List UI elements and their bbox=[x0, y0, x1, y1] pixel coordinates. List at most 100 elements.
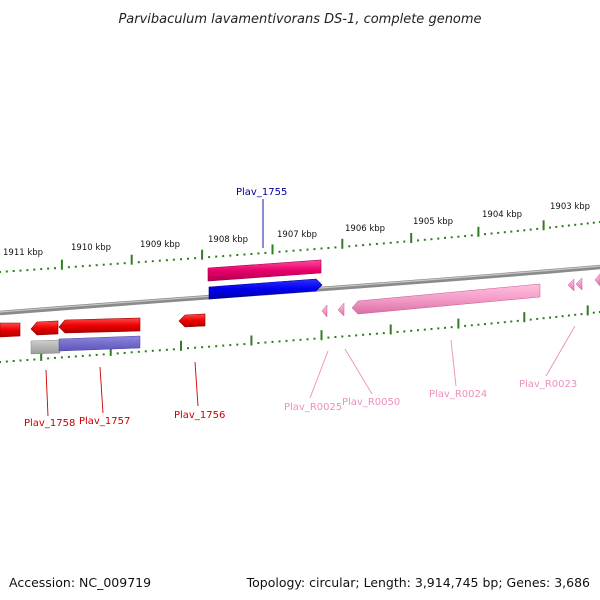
gene-red-partial[interactable] bbox=[0, 322, 21, 338]
gene-pink-edge[interactable] bbox=[594, 273, 600, 287]
label-plav-1758[interactable]: Plav_1758 bbox=[24, 418, 75, 429]
major-tick bbox=[457, 318, 460, 329]
major-tick bbox=[410, 233, 413, 243]
minor-tick bbox=[510, 320, 513, 323]
scale-label-1903: 1903 kbp bbox=[550, 202, 590, 212]
major-tick bbox=[523, 312, 526, 323]
scale-labels: 1911 kbp 1910 kbp 1909 kbp 1908 kbp 1907… bbox=[3, 202, 590, 258]
minor-tick bbox=[123, 351, 126, 354]
minor-tick bbox=[382, 242, 385, 245]
gene-plav-1758[interactable] bbox=[30, 320, 59, 336]
minor-tick bbox=[67, 266, 70, 269]
scale-label-1909: 1909 kbp bbox=[140, 240, 180, 250]
gene-plav-r0023-a[interactable] bbox=[567, 278, 575, 292]
major-tick bbox=[320, 330, 323, 341]
minor-tick bbox=[299, 249, 302, 252]
minor-tick bbox=[88, 354, 91, 357]
minor-tick bbox=[172, 258, 175, 261]
label-plav-1756[interactable]: Plav_1756 bbox=[174, 410, 225, 421]
map-title: Parvibaculum lavamentivorans DS-1, compl… bbox=[118, 12, 481, 27]
minor-tick bbox=[484, 323, 486, 326]
minor-tick bbox=[417, 239, 419, 242]
minor-tick bbox=[19, 359, 22, 362]
minor-tick bbox=[470, 324, 473, 327]
minor-tick bbox=[236, 343, 239, 346]
minor-tick bbox=[95, 353, 98, 356]
label-plav-r0023[interactable]: Plav_R0023 bbox=[519, 379, 577, 390]
label-plav-r0025[interactable]: Plav_R0025 bbox=[284, 402, 342, 413]
minor-tick bbox=[450, 326, 453, 329]
minor-tick bbox=[285, 250, 288, 253]
minor-tick bbox=[229, 254, 232, 257]
minor-tick bbox=[503, 321, 506, 324]
minor-tick bbox=[362, 333, 365, 336]
minor-tick bbox=[158, 349, 161, 352]
minor-tick bbox=[137, 261, 140, 264]
scale-label-1910: 1910 kbp bbox=[71, 243, 111, 253]
label-plav-r0024[interactable]: Plav_R0024 bbox=[429, 389, 487, 400]
minor-tick bbox=[320, 247, 323, 250]
minor-tick bbox=[592, 311, 595, 314]
minor-tick bbox=[12, 360, 15, 362]
minor-tick bbox=[348, 334, 351, 337]
minor-tick bbox=[180, 258, 182, 261]
minor-tick bbox=[369, 243, 371, 246]
outer-scale-ticks bbox=[0, 220, 600, 273]
minor-tick bbox=[464, 324, 467, 327]
minor-tick bbox=[306, 338, 309, 341]
gene-grey-feature[interactable] bbox=[30, 339, 61, 355]
scale-label-1906: 1906 kbp bbox=[345, 224, 385, 234]
gene-plav-r0024[interactable] bbox=[351, 283, 541, 315]
label-plav-r0050[interactable]: Plav_R0050 bbox=[342, 397, 400, 408]
label-plav-1757[interactable]: Plav_1757 bbox=[79, 416, 130, 427]
gene-plav-1756[interactable] bbox=[178, 313, 206, 328]
major-tick bbox=[477, 226, 480, 237]
minor-tick bbox=[12, 270, 15, 272]
minor-tick bbox=[81, 354, 84, 357]
minor-tick bbox=[40, 268, 43, 271]
minor-tick bbox=[208, 345, 211, 348]
minor-tick bbox=[109, 263, 112, 266]
label-plav-1755[interactable]: Plav_1755 bbox=[236, 187, 287, 198]
gene-plav-1755-magenta[interactable] bbox=[207, 259, 322, 282]
minor-tick bbox=[334, 246, 337, 249]
minor-tick bbox=[561, 225, 564, 228]
inner-scale-ticks bbox=[0, 305, 600, 363]
major-tick bbox=[40, 350, 43, 361]
minor-tick bbox=[327, 247, 330, 249]
minor-tick bbox=[215, 345, 218, 348]
gene-plav-r0050[interactable] bbox=[337, 302, 345, 317]
minor-tick bbox=[26, 359, 29, 361]
minor-tick bbox=[516, 319, 519, 322]
minor-tick bbox=[54, 267, 56, 270]
minor-tick bbox=[348, 245, 351, 248]
minor-tick bbox=[257, 252, 260, 255]
genome-summary: Topology: circular; Length: 3,914,745 bp… bbox=[246, 575, 590, 590]
minor-tick bbox=[278, 340, 281, 343]
leader-plav-1758 bbox=[45, 369, 49, 417]
minor-tick bbox=[285, 339, 288, 342]
minor-tick bbox=[396, 241, 399, 244]
leader-plav-r0024 bbox=[450, 339, 457, 387]
gene-plav-r0023-b[interactable] bbox=[575, 277, 583, 291]
gene-plav-1755[interactable] bbox=[208, 278, 323, 300]
minor-tick bbox=[229, 344, 232, 347]
gene-plav-1757[interactable] bbox=[58, 317, 141, 334]
minor-tick bbox=[503, 231, 506, 234]
minor-tick bbox=[484, 233, 486, 236]
minor-tick bbox=[60, 356, 63, 359]
minor-tick bbox=[549, 226, 551, 229]
gene-plav-r0025[interactable] bbox=[321, 304, 328, 318]
gene-purple-feature[interactable] bbox=[58, 335, 141, 352]
minor-tick bbox=[292, 339, 295, 342]
minor-tick bbox=[567, 314, 570, 317]
major-tick bbox=[389, 324, 392, 335]
minor-tick bbox=[464, 235, 467, 238]
minor-tick bbox=[334, 336, 337, 338]
minor-tick bbox=[0, 271, 1, 273]
accession-label: Accession: NC_009719 bbox=[9, 575, 151, 590]
minor-tick bbox=[497, 321, 500, 324]
minor-tick bbox=[130, 351, 133, 354]
minor-tick bbox=[222, 344, 225, 347]
